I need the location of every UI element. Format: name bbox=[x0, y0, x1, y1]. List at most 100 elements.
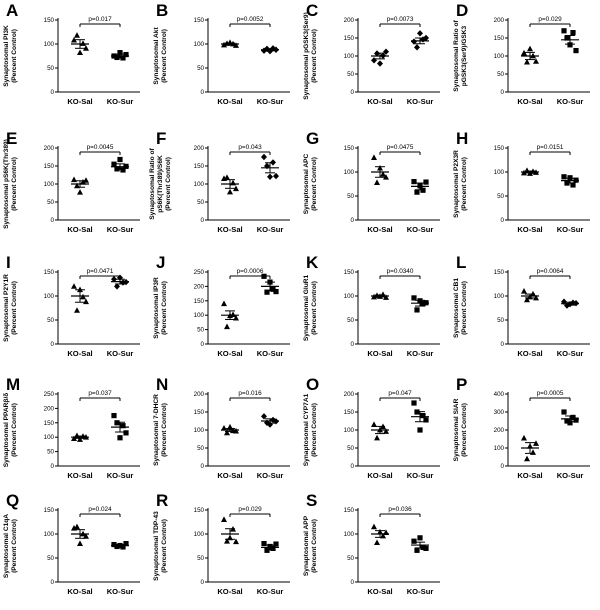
x-category-label: KO-Sal bbox=[517, 225, 542, 234]
data-point bbox=[117, 50, 123, 56]
data-point bbox=[533, 440, 539, 446]
data-point bbox=[111, 53, 117, 59]
y-axis-label: Synaptosomal pS6K(Thr389)(Percent Contro… bbox=[3, 139, 18, 229]
data-point bbox=[267, 421, 273, 428]
data-point bbox=[527, 170, 533, 176]
data-point bbox=[80, 40, 86, 46]
data-point bbox=[227, 39, 233, 45]
y-tick-label: 150 bbox=[344, 507, 355, 514]
y-axis-label: Synaptosomal IP3R(Percent Control) bbox=[153, 277, 168, 339]
data-point bbox=[77, 49, 83, 56]
y-axis-label: Synaptosomal Ratio ofpGSK3(Ser9)/GSK3 bbox=[453, 19, 468, 91]
x-category-label: KO-Sur bbox=[557, 225, 584, 234]
x-category-label: KO-Sal bbox=[217, 349, 242, 358]
y-tick-label: 0 bbox=[51, 341, 55, 348]
y-tick-label: 200 bbox=[44, 145, 55, 152]
y-tick-label: 200 bbox=[194, 391, 205, 398]
p-value-label: p=0.043 bbox=[238, 144, 262, 151]
x-category-label: KO-Sal bbox=[67, 97, 92, 106]
data-point bbox=[383, 174, 389, 180]
panel-a: A Synaptosomal PI3K(Percent Control) 0 50 10… bbox=[3, 1, 140, 106]
panel-label: D bbox=[456, 1, 468, 20]
data-point bbox=[114, 543, 120, 550]
p-value-label: p=0.0064 bbox=[537, 268, 564, 275]
data-point bbox=[567, 175, 573, 181]
x-category-label: KO-Sur bbox=[407, 97, 434, 106]
y-tick-label: 100 bbox=[44, 41, 55, 48]
y-tick-label: 0 bbox=[51, 579, 55, 586]
data-point bbox=[111, 413, 117, 419]
data-point bbox=[423, 417, 429, 423]
y-tick-label: 200 bbox=[494, 427, 505, 434]
data-point bbox=[230, 526, 236, 532]
data-point bbox=[267, 48, 273, 55]
x-category-label: KO-Sur bbox=[407, 349, 434, 358]
panel-label: R bbox=[156, 491, 168, 510]
data-point bbox=[114, 420, 120, 426]
y-tick-label: 100 bbox=[194, 427, 205, 434]
p-value-label: p=0.029 bbox=[538, 16, 562, 23]
y-tick-label: 100 bbox=[494, 53, 505, 60]
y-tick-label: 50 bbox=[197, 327, 204, 334]
x-category-label: KO-Sal bbox=[217, 471, 242, 480]
data-point bbox=[417, 183, 423, 189]
data-point bbox=[570, 182, 576, 188]
data-point bbox=[273, 541, 279, 547]
y-tick-label: 300 bbox=[494, 409, 505, 416]
y-tick-label: 0 bbox=[201, 463, 205, 470]
data-point bbox=[233, 185, 239, 192]
data-point bbox=[233, 42, 239, 48]
data-point bbox=[561, 174, 567, 180]
data-point bbox=[383, 294, 389, 300]
y-tick-label: 100 bbox=[194, 531, 205, 538]
y-tick-label: 100 bbox=[344, 293, 355, 300]
data-point bbox=[71, 176, 77, 183]
y-tick-label: 0 bbox=[501, 217, 505, 224]
panel-s: S Synaptosomal APP(Percent Control) 0 50 100… bbox=[303, 491, 440, 596]
y-tick-label: 50 bbox=[197, 199, 204, 206]
p-value-label: p=0.036 bbox=[388, 506, 412, 513]
y-tick-label: 100 bbox=[494, 169, 505, 176]
x-category-label: KO-Sur bbox=[557, 97, 584, 106]
data-point bbox=[117, 542, 123, 549]
x-category-label: KO-Sal bbox=[367, 225, 392, 234]
data-point bbox=[120, 279, 126, 286]
data-point bbox=[414, 189, 420, 195]
data-point bbox=[417, 535, 423, 541]
p-value-label: p=0.0471 bbox=[87, 268, 114, 275]
data-point bbox=[377, 60, 383, 67]
y-tick-label: 50 bbox=[47, 449, 54, 456]
data-point bbox=[74, 182, 80, 189]
p-value-label: p=0.024 bbox=[88, 506, 112, 513]
y-tick-label: 150 bbox=[344, 145, 355, 152]
y-axis-label: Synaptosomal PI3K(Percent Control) bbox=[3, 25, 18, 87]
data-point bbox=[530, 449, 536, 455]
y-tick-label: 50 bbox=[197, 555, 204, 562]
x-category-label: KO-Sal bbox=[367, 587, 392, 596]
y-tick-label: 0 bbox=[501, 341, 505, 348]
data-point bbox=[527, 293, 533, 300]
data-point bbox=[261, 413, 267, 420]
y-axis-label: Synaptosomal pGSK3(Ser9)(Percent Control… bbox=[303, 12, 318, 100]
x-category-label: KO-Sal bbox=[217, 97, 242, 106]
data-point bbox=[74, 523, 80, 530]
data-point bbox=[270, 545, 276, 551]
data-point bbox=[371, 154, 377, 160]
y-axis-label: Synaptosomal 7-DHCR(Percent Control) bbox=[153, 394, 168, 466]
data-point bbox=[527, 45, 533, 52]
data-point bbox=[114, 54, 120, 61]
y-tick-label: 50 bbox=[347, 317, 354, 324]
data-point bbox=[573, 300, 579, 307]
y-tick-label: 200 bbox=[194, 145, 205, 152]
p-value-label: p=0.0006 bbox=[237, 268, 264, 275]
y-tick-label: 50 bbox=[497, 71, 504, 78]
y-axis-label: Synaptosomal PPARβ/δ(Percent Control) bbox=[3, 393, 18, 468]
x-category-label: KO-Sal bbox=[367, 471, 392, 480]
y-tick-label: 50 bbox=[347, 193, 354, 200]
p-value-label: p=0.047 bbox=[388, 390, 412, 397]
y-axis-label: Synaptosomal CB1(Percent Control) bbox=[453, 278, 468, 338]
data-point bbox=[561, 28, 567, 34]
x-category-label: KO-Sur bbox=[107, 587, 134, 596]
data-point bbox=[83, 298, 89, 305]
data-point bbox=[521, 434, 527, 441]
